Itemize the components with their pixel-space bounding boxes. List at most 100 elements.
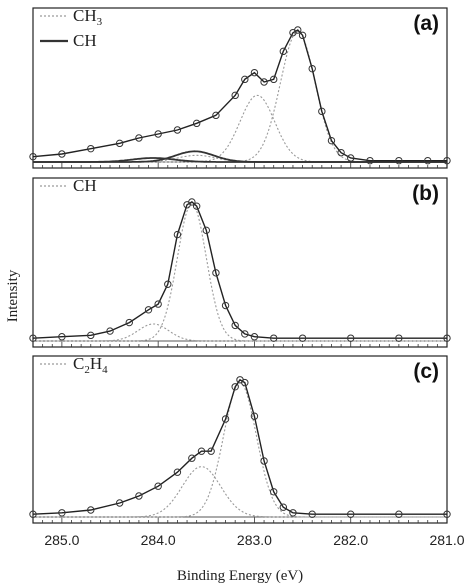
envelope-fit-line [32,201,447,339]
x-tick-label: 281.0 [429,532,464,548]
data-point [241,330,249,338]
data-point [58,150,66,158]
data-point [221,301,230,310]
legend-entry: CH3 [73,6,103,28]
data-point [173,230,182,239]
data-point [144,306,153,314]
legend-entry: CH [73,31,97,50]
data-point [294,26,302,34]
x-tick-label: 285.0 [44,532,79,548]
data-point [250,412,259,420]
data-point [164,280,172,288]
panel-a: (a) CH3 CH [29,6,451,169]
envelope-fit-line [32,378,447,515]
data-point [298,334,307,342]
data-point [173,468,182,476]
panel-b: (b) CH [29,176,451,348]
panel-frame [32,177,448,348]
data-point [260,457,268,465]
data-point [250,68,259,77]
component-peak-5 [33,157,447,163]
data-point [443,156,451,165]
data-point [106,327,114,335]
data-point [173,126,182,134]
data-point [221,415,230,423]
data-point [188,454,196,462]
data-point [207,447,215,455]
data-point [337,148,345,157]
x-tick-label: 282.0 [333,532,368,548]
data-point [298,31,307,40]
data-point [29,152,37,161]
panel-label: (b) [412,182,439,205]
y-axis-label: Intensity [5,269,21,322]
chart-panels: (a) CH3 CH (b) CH (c) C2H4 [29,6,451,524]
data-point [154,130,162,138]
component-peak-1 [33,30,447,163]
data-point [308,510,316,518]
data-point [58,333,66,341]
data-point [395,510,403,518]
data-point [154,300,162,308]
data-point [279,503,288,511]
data-point [269,488,278,496]
data-point [87,144,95,153]
data-point [87,506,95,514]
data-point [188,198,196,206]
component-peak-2 [33,323,447,342]
x-axis: 285.0 284.0 283.0 282.0 281.0 [44,532,464,548]
data-point [202,226,211,235]
panel-label: (c) [413,360,439,383]
panel-frame [32,355,448,524]
component-peak-2 [33,94,447,163]
data-point [29,334,37,342]
data-point [135,492,143,500]
component-peak-1 [33,202,447,342]
data-point [308,64,316,73]
legend-entry: CH [73,176,97,195]
data-point [366,156,374,165]
data-point [115,139,124,148]
data-point [269,75,278,84]
data-point [395,156,403,165]
data-point [135,134,143,142]
data-point [87,331,95,340]
x-axis-label: Binding Energy (eV) [177,568,303,584]
data-point [327,136,336,145]
data-point [154,482,162,490]
data-point [58,509,66,517]
component-peak-2 [33,466,447,518]
data-point [115,499,124,507]
data-point [347,334,355,342]
x-tick-label: 284.0 [141,532,176,548]
data-point [197,447,206,455]
data-point [192,202,201,210]
data-point [212,111,220,120]
panel-c: (c) C2H4 [29,354,451,524]
data-point [260,78,268,86]
data-point [289,509,297,517]
data-point [231,383,239,391]
data-point [29,510,37,518]
legend-entry: C2H4 [73,354,108,376]
panel-label: (a) [413,12,439,35]
data-point [279,47,288,56]
data-point [269,334,278,342]
data-point [424,156,432,165]
data-point [347,510,355,518]
data-point [443,334,451,342]
component-peak-1 [33,382,447,518]
data-point [347,154,355,162]
data-point [250,333,259,341]
data-point [443,510,451,518]
data-point [231,91,239,100]
data-point [395,334,403,342]
data-point [212,269,220,277]
data-point [318,107,326,116]
data-point [231,321,239,330]
data-point [241,378,249,387]
data-point [192,119,201,128]
data-point [125,318,133,327]
data-point [241,75,249,84]
